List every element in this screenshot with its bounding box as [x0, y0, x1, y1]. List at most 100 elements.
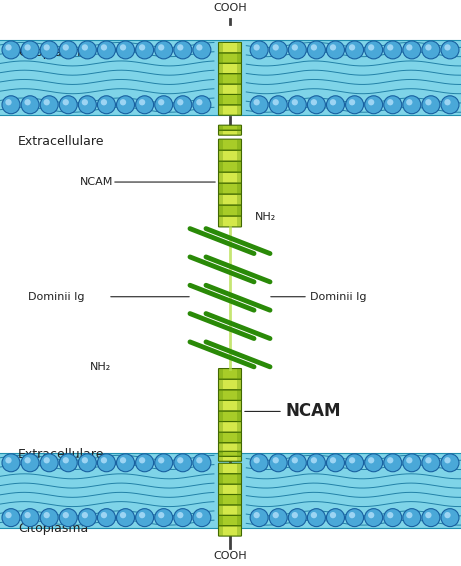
Circle shape: [307, 96, 325, 114]
Text: NH₂: NH₂: [255, 212, 276, 222]
FancyBboxPatch shape: [219, 95, 242, 105]
Circle shape: [254, 512, 260, 518]
Circle shape: [250, 41, 268, 59]
Bar: [237, 42, 241, 115]
Circle shape: [155, 509, 173, 526]
Circle shape: [326, 41, 344, 59]
Circle shape: [174, 454, 192, 471]
Circle shape: [349, 99, 355, 105]
Circle shape: [346, 509, 364, 526]
Bar: [237, 464, 241, 536]
FancyBboxPatch shape: [219, 484, 242, 495]
Circle shape: [422, 96, 440, 114]
Circle shape: [101, 457, 107, 464]
Circle shape: [97, 96, 115, 114]
FancyBboxPatch shape: [219, 400, 242, 411]
FancyBboxPatch shape: [219, 139, 242, 150]
Circle shape: [254, 457, 260, 464]
Circle shape: [117, 509, 135, 526]
Circle shape: [250, 509, 268, 526]
Circle shape: [21, 41, 39, 59]
Circle shape: [196, 457, 202, 464]
Text: NCAM: NCAM: [285, 402, 341, 421]
Circle shape: [444, 44, 451, 50]
FancyBboxPatch shape: [219, 63, 242, 74]
Circle shape: [174, 41, 192, 59]
Text: Dominii Ig: Dominii Ig: [28, 291, 84, 302]
FancyBboxPatch shape: [219, 368, 242, 379]
Circle shape: [24, 44, 31, 50]
Circle shape: [6, 99, 12, 105]
Circle shape: [292, 99, 298, 105]
Circle shape: [368, 512, 374, 518]
Circle shape: [40, 96, 58, 114]
Circle shape: [269, 509, 287, 526]
Circle shape: [59, 96, 77, 114]
Text: Citoplasma: Citoplasma: [18, 46, 88, 59]
Circle shape: [346, 41, 364, 59]
Circle shape: [330, 457, 336, 464]
FancyBboxPatch shape: [219, 451, 242, 456]
Circle shape: [136, 41, 154, 59]
Bar: [219, 42, 223, 115]
FancyBboxPatch shape: [219, 105, 242, 115]
Circle shape: [422, 454, 440, 471]
Circle shape: [101, 512, 107, 518]
FancyBboxPatch shape: [219, 495, 242, 505]
Circle shape: [349, 44, 355, 50]
Circle shape: [346, 96, 364, 114]
Bar: [237, 125, 241, 135]
Circle shape: [82, 99, 88, 105]
Circle shape: [82, 44, 88, 50]
Circle shape: [441, 454, 459, 471]
Circle shape: [406, 512, 413, 518]
Text: COOH: COOH: [213, 551, 247, 561]
Bar: [237, 139, 241, 227]
FancyBboxPatch shape: [219, 432, 242, 443]
Circle shape: [365, 509, 383, 526]
Circle shape: [441, 96, 459, 114]
Circle shape: [2, 509, 20, 526]
Circle shape: [422, 509, 440, 526]
Circle shape: [254, 99, 260, 105]
Circle shape: [444, 99, 451, 105]
Bar: [219, 464, 223, 536]
Circle shape: [330, 44, 336, 50]
Circle shape: [6, 512, 12, 518]
Circle shape: [349, 512, 355, 518]
Bar: [219, 125, 223, 135]
Circle shape: [158, 44, 164, 50]
FancyBboxPatch shape: [219, 194, 242, 205]
Circle shape: [78, 454, 96, 471]
FancyBboxPatch shape: [219, 130, 242, 135]
Circle shape: [422, 41, 440, 59]
Circle shape: [63, 99, 69, 105]
Circle shape: [43, 457, 50, 464]
Circle shape: [59, 509, 77, 526]
Circle shape: [368, 457, 374, 464]
FancyBboxPatch shape: [219, 74, 242, 84]
Circle shape: [311, 99, 317, 105]
Circle shape: [155, 41, 173, 59]
FancyBboxPatch shape: [219, 125, 242, 130]
Circle shape: [177, 44, 183, 50]
Circle shape: [330, 512, 336, 518]
Circle shape: [136, 454, 154, 471]
Circle shape: [59, 454, 77, 471]
FancyBboxPatch shape: [219, 422, 242, 432]
Circle shape: [330, 99, 336, 105]
Circle shape: [136, 509, 154, 526]
Circle shape: [326, 96, 344, 114]
Circle shape: [403, 454, 421, 471]
Circle shape: [59, 41, 77, 59]
Circle shape: [63, 44, 69, 50]
Circle shape: [40, 454, 58, 471]
Circle shape: [269, 41, 287, 59]
Circle shape: [387, 44, 393, 50]
Bar: [237, 451, 241, 461]
Circle shape: [158, 99, 164, 105]
FancyBboxPatch shape: [219, 42, 242, 53]
Text: Extracellulare: Extracellulare: [18, 135, 105, 148]
Circle shape: [444, 512, 451, 518]
Bar: [219, 451, 223, 461]
